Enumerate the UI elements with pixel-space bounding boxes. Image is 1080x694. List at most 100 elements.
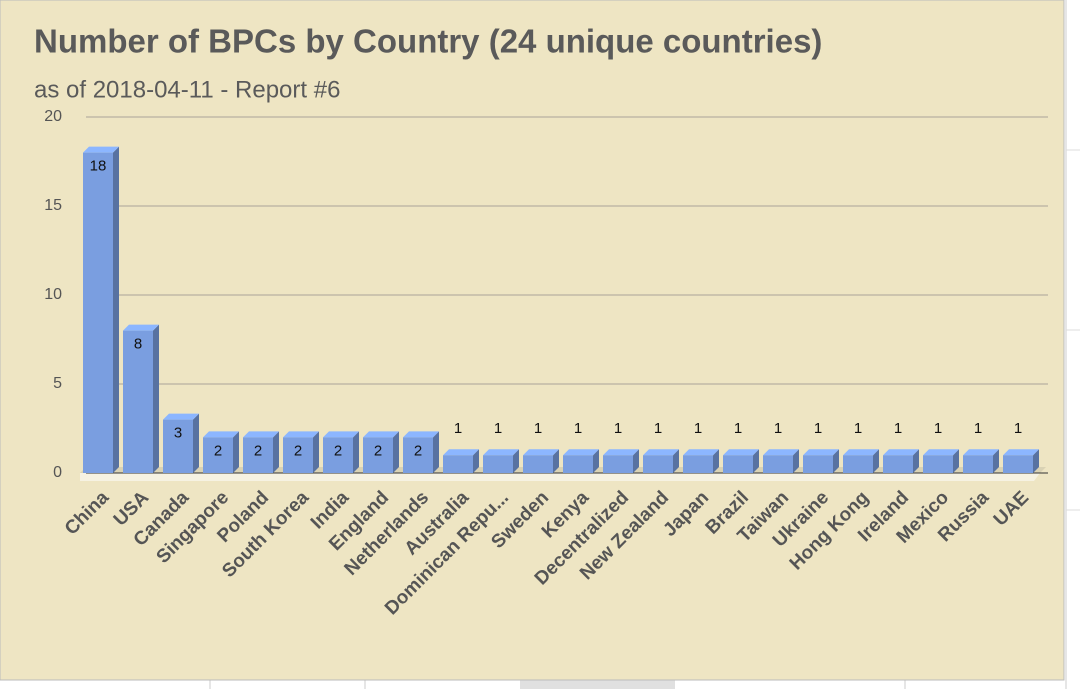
bar bbox=[763, 449, 799, 473]
bar-side bbox=[433, 431, 439, 473]
bar bbox=[403, 431, 439, 473]
value-label: 1 bbox=[454, 420, 462, 437]
bar-top bbox=[683, 449, 719, 456]
value-label: 1 bbox=[974, 420, 982, 437]
value-label: 1 bbox=[614, 420, 622, 437]
bar bbox=[443, 449, 479, 473]
bar-front bbox=[923, 455, 953, 473]
bar-top bbox=[403, 431, 439, 438]
bar-top bbox=[203, 431, 239, 438]
bar-side bbox=[473, 449, 479, 473]
bar-front bbox=[883, 455, 913, 473]
bar bbox=[923, 449, 959, 473]
bar-top bbox=[963, 449, 999, 456]
value-label: 3 bbox=[174, 425, 182, 442]
bar-side bbox=[913, 449, 919, 473]
bar-front bbox=[763, 455, 793, 473]
bar-front bbox=[723, 455, 753, 473]
bar-top bbox=[283, 431, 319, 438]
value-label: 8 bbox=[134, 336, 142, 353]
bar-side bbox=[1033, 449, 1039, 473]
bar bbox=[523, 449, 559, 473]
value-label: 1 bbox=[734, 420, 742, 437]
y-tick-label: 0 bbox=[53, 464, 62, 481]
y-tick-label: 20 bbox=[44, 108, 62, 125]
bar bbox=[243, 431, 279, 473]
value-label: 1 bbox=[1014, 420, 1022, 437]
bar bbox=[483, 449, 519, 473]
value-label: 1 bbox=[894, 420, 902, 437]
bar-top bbox=[483, 449, 519, 456]
bar-front bbox=[203, 437, 233, 473]
bar-side bbox=[993, 449, 999, 473]
bar bbox=[1003, 449, 1039, 473]
value-label: 2 bbox=[414, 442, 422, 459]
bar bbox=[843, 449, 879, 473]
y-tick-label: 5 bbox=[53, 375, 62, 392]
bar-top bbox=[763, 449, 799, 456]
value-label: 1 bbox=[774, 420, 782, 437]
bar-front bbox=[283, 437, 313, 473]
bar-side bbox=[513, 449, 519, 473]
bar-front bbox=[483, 455, 513, 473]
bar-side bbox=[393, 431, 399, 473]
bar bbox=[603, 449, 639, 473]
bar-front bbox=[363, 437, 393, 473]
bar bbox=[123, 324, 159, 473]
value-label: 1 bbox=[694, 420, 702, 437]
bar-top bbox=[643, 449, 679, 456]
bar-side bbox=[233, 431, 239, 473]
bar-top bbox=[323, 431, 359, 438]
value-label: 2 bbox=[334, 442, 342, 459]
y-tick-label: 15 bbox=[44, 197, 62, 214]
value-label: 1 bbox=[494, 420, 502, 437]
bar-front bbox=[243, 437, 273, 473]
bar-top bbox=[923, 449, 959, 456]
bar-side bbox=[833, 449, 839, 473]
bar-side bbox=[273, 431, 279, 473]
bar bbox=[643, 449, 679, 473]
bar-front bbox=[403, 437, 433, 473]
bar-side bbox=[633, 449, 639, 473]
bar-side bbox=[593, 449, 599, 473]
value-label: 2 bbox=[214, 442, 222, 459]
bar bbox=[723, 449, 759, 473]
bar-top bbox=[363, 431, 399, 438]
value-label: 1 bbox=[814, 420, 822, 437]
chart-subtitle: as of 2018-04-11 - Report #6 bbox=[34, 76, 340, 103]
chart-panel bbox=[0, 0, 1065, 681]
bar-side bbox=[873, 449, 879, 473]
bar-top bbox=[443, 449, 479, 456]
bar-top bbox=[603, 449, 639, 456]
bar bbox=[803, 449, 839, 473]
bar bbox=[323, 431, 359, 473]
bar-front bbox=[163, 419, 193, 473]
sheet-cell bbox=[520, 680, 675, 689]
bar bbox=[563, 449, 599, 473]
bar bbox=[163, 413, 199, 473]
bar-top bbox=[243, 431, 279, 438]
bar-front bbox=[443, 455, 473, 473]
bar-front bbox=[323, 437, 353, 473]
y-tick-label: 10 bbox=[44, 286, 62, 303]
bar-side bbox=[793, 449, 799, 473]
bar-top bbox=[883, 449, 919, 456]
bar-side bbox=[113, 146, 119, 473]
bar-side bbox=[753, 449, 759, 473]
bar bbox=[83, 146, 119, 473]
value-label: 18 bbox=[90, 158, 107, 175]
bar bbox=[203, 431, 239, 473]
bar-front bbox=[643, 455, 673, 473]
floor-front bbox=[80, 473, 1040, 481]
bar-side bbox=[953, 449, 959, 473]
value-label: 2 bbox=[294, 442, 302, 459]
bar-top bbox=[163, 413, 199, 420]
bar-side bbox=[673, 449, 679, 473]
bar bbox=[283, 431, 319, 473]
bar bbox=[963, 449, 999, 473]
bar-front bbox=[963, 455, 993, 473]
bar-top bbox=[83, 146, 119, 153]
bar-front bbox=[843, 455, 873, 473]
